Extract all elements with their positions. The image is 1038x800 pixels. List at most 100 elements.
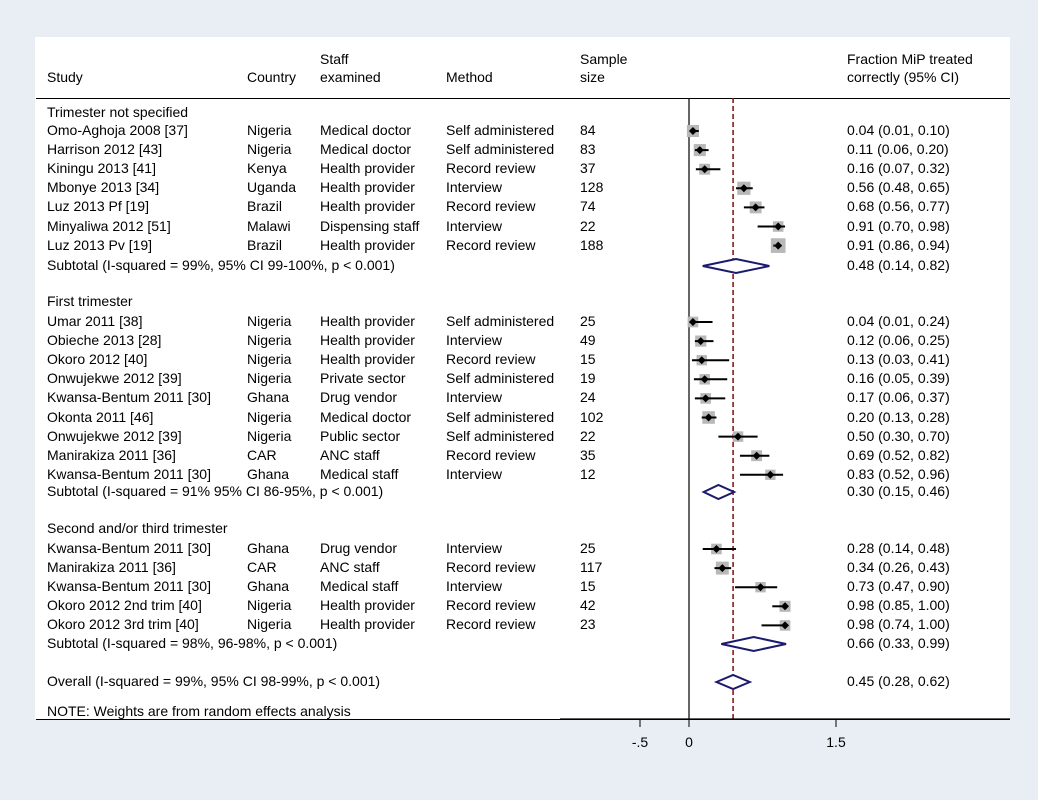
study-method: Self administered (446, 370, 555, 387)
study-method: Self administered (446, 427, 555, 444)
study-country: Nigeria (247, 313, 292, 329)
study-method: Interview (446, 332, 503, 349)
study-sample-size: 15 (580, 578, 596, 595)
study-sample-size: 24 (580, 389, 596, 406)
plot-panel (35, 37, 1010, 719)
study-country: Nigeria (247, 141, 292, 158)
subtotal-ci-value: 0.48 (0.14, 0.82) (847, 257, 950, 273)
study-sample-size: 188 (580, 236, 604, 253)
study-method: Self administered (446, 408, 555, 425)
study-ci-value: 0.83 (0.52, 0.96) (847, 465, 950, 482)
study-name: Kwansa-Bentum 2011 [30] (47, 389, 211, 406)
study-ci-value: 0.34 (0.26, 0.43) (847, 559, 950, 576)
study-staff: Health provider (320, 236, 415, 253)
study-name: Luz 2013 Pv [19] (47, 236, 153, 253)
study-method: Interview (446, 179, 503, 196)
study-ci-value: 0.98 (0.74, 1.00) (847, 616, 950, 633)
group-title: First trimester (47, 293, 133, 309)
study-sample-size: 42 (580, 597, 596, 614)
study-name: Luz 2013 Pf [19] (47, 198, 149, 215)
study-name: Kwansa-Bentum 2011 [30] (47, 578, 211, 595)
study-method: Record review (446, 597, 536, 614)
study-sample-size: 49 (580, 332, 596, 349)
study-ci-value: 0.17 (0.06, 0.37) (847, 389, 950, 406)
study-country: Ghana (247, 465, 290, 482)
group-title: Trimester not specified (47, 104, 189, 120)
study-method: Self administered (446, 313, 555, 329)
study-country: Ghana (247, 578, 290, 595)
study-method: Self administered (446, 141, 555, 158)
study-method: Record review (446, 351, 536, 368)
study-country: Uganda (247, 179, 297, 196)
study-method: Interview (446, 578, 503, 595)
study-staff: Health provider (320, 313, 415, 329)
study-country: Ghana (247, 389, 290, 406)
overall-ci-value: 0.45 (0.28, 0.62) (847, 673, 950, 689)
study-sample-size: 22 (580, 217, 596, 234)
study-name: Onwujekwe 2012 [39] (47, 370, 182, 387)
study-country: Brazil (247, 198, 283, 215)
study-country: Nigeria (247, 370, 292, 387)
subtotal-ci-value: 0.66 (0.33, 0.99) (847, 635, 950, 651)
study-country: Nigeria (247, 332, 292, 349)
subtotal-label: Subtotal (I-squared = 99%, 95% CI 99-100… (47, 257, 395, 273)
study-country: Kenya (247, 160, 287, 177)
study-sample-size: 19 (580, 370, 596, 387)
study-sample-size: 15 (580, 351, 596, 368)
study-country: Nigeria (247, 408, 292, 425)
overall-label: Overall (I-squared = 99%, 95% CI 98-99%,… (47, 673, 381, 689)
group-title: Second and/or third trimester (47, 520, 228, 536)
study-method: Record review (446, 559, 536, 576)
study-ci-value: 0.04 (0.01, 0.10) (847, 122, 950, 138)
study-name: Manirakiza 2011 [36] (47, 559, 176, 576)
header-sample-line2: size (580, 69, 605, 85)
study-staff: Medical staff (320, 465, 399, 482)
study-staff: Medical doctor (320, 122, 412, 138)
study-name: Kiningu 2013 [41] (47, 160, 156, 177)
study-name: Obieche 2013 [28] (47, 332, 162, 349)
study-staff: ANC staff (320, 446, 380, 463)
study-ci-value: 0.50 (0.30, 0.70) (847, 427, 950, 444)
study-method: Self administered (446, 122, 555, 138)
study-ci-value: 0.91 (0.70, 0.98) (847, 217, 950, 234)
study-sample-size: 37 (580, 160, 596, 177)
study-method: Record review (446, 446, 536, 463)
note-rule (36, 719, 1010, 720)
header-staff-line2: examined (320, 69, 381, 85)
study-staff: Private sector (320, 370, 406, 387)
study-method: Record review (446, 160, 536, 177)
header-method: Method (446, 69, 493, 85)
study-staff: Medical staff (320, 578, 399, 595)
study-sample-size: 35 (580, 446, 596, 463)
study-ci-value: 0.16 (0.07, 0.32) (847, 160, 950, 177)
study-staff: Health provider (320, 160, 415, 177)
study-country: Brazil (247, 236, 283, 253)
study-ci-value: 0.56 (0.48, 0.65) (847, 179, 950, 196)
study-ci-value: 0.73 (0.47, 0.90) (847, 578, 950, 595)
study-sample-size: 12 (580, 465, 596, 482)
study-ci-value: 0.04 (0.01, 0.24) (847, 313, 950, 329)
study-sample-size: 102 (580, 408, 604, 425)
study-staff: Health provider (320, 616, 415, 633)
x-axis-tick-label: 1.5 (826, 734, 846, 750)
study-ci-value: 0.68 (0.56, 0.77) (847, 198, 950, 215)
study-sample-size: 83 (580, 141, 596, 158)
study-name: Okoro 2012 [40] (47, 351, 148, 368)
study-name: Okoro 2012 3rd trim [40] (47, 616, 199, 633)
footnote: NOTE: Weights are from random effects an… (47, 703, 351, 719)
study-country: Nigeria (247, 616, 292, 633)
study-name: Mbonye 2013 [34] (47, 179, 160, 196)
study-name: Kwansa-Bentum 2011 [30] (47, 540, 211, 556)
study-sample-size: 25 (580, 540, 596, 556)
study-staff: Health provider (320, 597, 415, 614)
study-sample-size: 117 (580, 559, 603, 576)
study-sample-size: 84 (580, 122, 596, 138)
header-ci-line1: Fraction MiP treated (847, 51, 973, 67)
study-staff: Health provider (320, 332, 415, 349)
study-method: Record review (446, 616, 536, 633)
study-method: Record review (446, 198, 536, 215)
study-country: CAR (247, 559, 277, 576)
study-ci-value: 0.12 (0.06, 0.25) (847, 332, 950, 349)
header-staff-line1: Staff (320, 51, 349, 67)
study-ci-value: 0.28 (0.14, 0.48) (847, 540, 950, 556)
